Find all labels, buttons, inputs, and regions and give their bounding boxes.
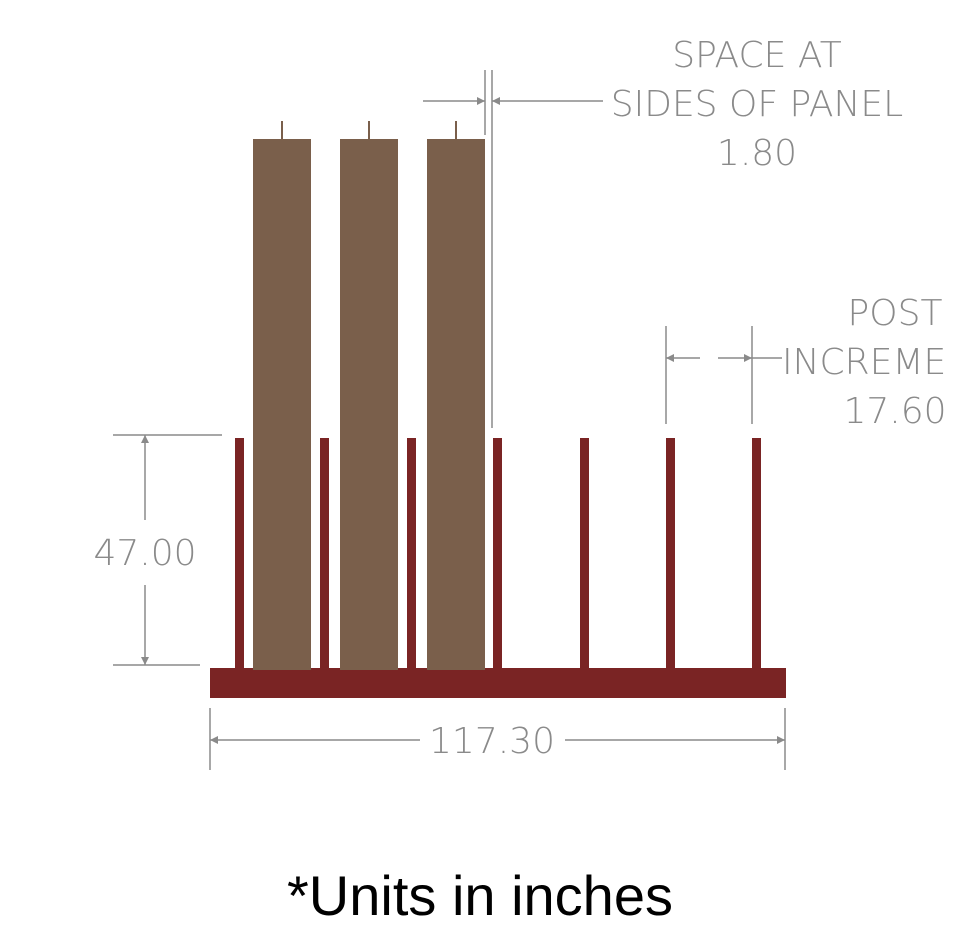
- post: [235, 438, 244, 670]
- width-value: 117.30: [429, 721, 555, 762]
- panel: [340, 139, 398, 670]
- panel: [427, 139, 485, 670]
- post: [580, 438, 589, 670]
- posts: [235, 438, 761, 670]
- panel-spacing-label-line1: SPACE AT: [672, 35, 841, 76]
- panel-spacing-label-line2: SIDES OF PANEL: [611, 84, 903, 125]
- post: [407, 438, 416, 670]
- panel-tabs: [281, 121, 457, 139]
- panels: [253, 139, 485, 670]
- base-plate: [210, 668, 786, 698]
- post: [320, 438, 329, 670]
- panel: [253, 139, 311, 670]
- post: [666, 438, 675, 670]
- height-value: 47.00: [93, 533, 196, 574]
- panel-spacing-value: 1.80: [717, 133, 797, 174]
- height-dimension: [113, 434, 222, 666]
- post-increment-dimension: [665, 326, 782, 424]
- post: [752, 438, 761, 670]
- post-increment-label-line1: POST: [848, 293, 943, 334]
- panel-spacing-dimension: [423, 70, 603, 428]
- units-note: *Units in inches: [287, 864, 673, 927]
- width-dimension: [209, 708, 786, 770]
- post-increment-label-line2: INCREME: [782, 342, 946, 383]
- post-increment-value: 17.60: [843, 391, 946, 432]
- post: [493, 438, 502, 670]
